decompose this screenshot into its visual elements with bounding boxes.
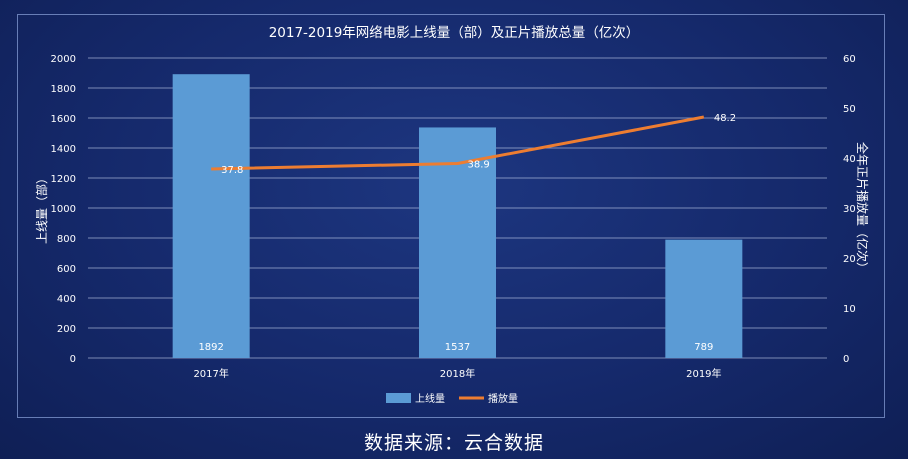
y-right-tick-label: 0: [843, 354, 849, 365]
line-data-label: 37.8: [221, 165, 243, 176]
y-left-tick-label: 1200: [51, 174, 76, 185]
legend-swatch-bar: [386, 393, 411, 403]
y-left-tick-label: 1400: [51, 144, 76, 155]
bar-data-label: 1537: [445, 342, 470, 353]
y-left-tick-label: 400: [57, 294, 76, 305]
y-left-tick-label: 200: [57, 324, 76, 335]
y-left-tick-label: 600: [57, 264, 76, 275]
y-right-tick-label: 10: [843, 304, 856, 315]
bar-data-label: 789: [694, 342, 713, 353]
line-data-label: 38.9: [468, 160, 490, 171]
x-tick-label: 2018年: [440, 367, 475, 380]
legend-label: 上线量: [415, 392, 445, 405]
y-left-tick-label: 1800: [51, 84, 76, 95]
y-right-tick-label: 20: [843, 254, 856, 265]
chart-title: 2017-2019年网络电影上线量（部）及正片播放总量（亿次）: [269, 25, 640, 41]
y-right-axis-label: 全年正片播放量（亿次）: [855, 142, 870, 274]
y-right-tick-label: 60: [843, 54, 856, 65]
y-right-tick-label: 50: [843, 104, 856, 115]
y-right-tick-label: 30: [843, 204, 856, 215]
bar-上线量: [665, 239, 743, 358]
x-tick-label: 2019年: [686, 367, 721, 380]
y-left-tick-label: 0: [70, 354, 76, 365]
y-left-tick-label: 800: [57, 234, 76, 245]
source-note: 数据来源：云合数据: [363, 432, 544, 454]
line-data-label: 48.2: [714, 113, 736, 124]
y-left-axis-label: 上线量（部）: [34, 172, 49, 244]
y-left-tick-label: 1600: [51, 114, 76, 125]
y-right-tick-label: 40: [843, 154, 856, 165]
y-left-tick-label: 2000: [51, 54, 76, 65]
bar-上线量: [419, 127, 496, 358]
x-tick-label: 2017年: [193, 367, 228, 380]
chart-panel: [17, 14, 885, 418]
bar-上线量: [172, 74, 250, 358]
y-left-tick-label: 1000: [51, 204, 76, 215]
legend-label: 播放量: [488, 392, 518, 405]
bar-data-label: 1892: [198, 342, 223, 353]
line-播放量: [211, 115, 705, 171]
